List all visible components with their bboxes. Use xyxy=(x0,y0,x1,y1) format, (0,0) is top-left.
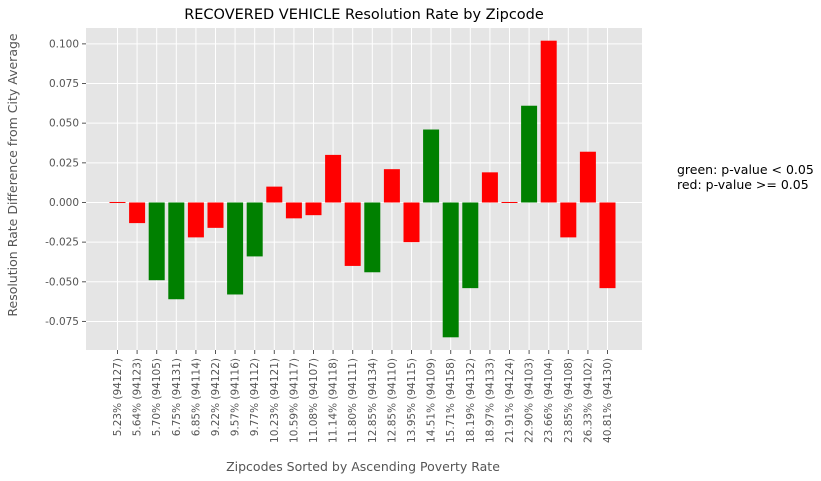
x-tick-label: 26.33% (94102) xyxy=(582,358,594,443)
y-axis-ticks: 0.100 0.075 0.050 0.025 0.000 -0.025 -0.050 -0.… xyxy=(45,38,86,328)
bar xyxy=(246,202,263,257)
bar xyxy=(501,201,518,203)
x-tick-label: 18.97% (94133) xyxy=(484,358,496,443)
bar xyxy=(423,129,440,203)
x-tick-label: 12.85% (94110) xyxy=(386,358,398,443)
x-tick-label: 6.85% (94114) xyxy=(190,358,202,436)
bar xyxy=(521,105,538,203)
bar xyxy=(109,201,126,203)
x-tick-label: 13.95% (94115) xyxy=(406,358,418,443)
x-tick-label: 11.14% (94118) xyxy=(328,358,340,443)
bar xyxy=(344,202,361,266)
y-tick-label: 0.000 xyxy=(49,197,79,209)
x-axis-ticks: 5.23% (94127) 5.64% (94123) 5.70% (94105) 6… xyxy=(112,350,614,443)
bar xyxy=(187,202,204,238)
x-tick-label: 5.64% (94123) xyxy=(132,358,144,436)
bar xyxy=(481,172,498,203)
bar xyxy=(403,202,420,243)
bar xyxy=(442,202,459,338)
y-axis-label: Resolution Rate Difference from City Ave… xyxy=(5,33,20,317)
y-tick-label: 0.100 xyxy=(49,38,79,50)
bar xyxy=(599,202,616,289)
x-tick-label: 9.77% (94112) xyxy=(249,358,261,436)
x-tick-label: 23.66% (94104) xyxy=(543,358,555,443)
bar xyxy=(148,202,165,281)
x-tick-label: 14.51% (94109) xyxy=(426,358,438,443)
x-tick-label: 5.70% (94105) xyxy=(151,358,163,436)
bar xyxy=(579,151,596,203)
bar xyxy=(129,202,146,224)
y-tick-label: 0.075 xyxy=(49,78,79,90)
x-axis-label: Zipcodes Sorted by Ascending Poverty Rat… xyxy=(226,459,500,474)
x-tick-label: 9.57% (94116) xyxy=(230,358,242,436)
bar xyxy=(227,202,244,295)
bar xyxy=(266,186,283,203)
bar xyxy=(168,202,185,300)
significance-note: green: p-value < 0.05 red: p-value >= 0.… xyxy=(677,162,814,192)
y-tick-label: 0.025 xyxy=(49,157,79,169)
bar xyxy=(305,202,322,216)
x-tick-label: 23.85% (94108) xyxy=(563,358,575,443)
chart-title: RECOVERED VEHICLE Resolution Rate by Zip… xyxy=(184,7,544,23)
y-tick-label: -0.025 xyxy=(45,237,79,249)
x-tick-label: 18.19% (94132) xyxy=(465,358,477,443)
y-tick-label: 0.050 xyxy=(49,118,79,130)
note-green: green: p-value < 0.05 xyxy=(677,162,814,177)
x-tick-label: 6.75% (94131) xyxy=(171,358,183,436)
bar xyxy=(364,202,381,273)
x-tick-label: 22.90% (94103) xyxy=(524,358,536,443)
bar xyxy=(285,202,302,219)
x-tick-label: 11.08% (94107) xyxy=(308,358,320,443)
bar xyxy=(462,202,479,289)
bar xyxy=(325,154,342,203)
x-tick-label: 10.59% (94117) xyxy=(288,358,300,443)
note-red: red: p-value >= 0.05 xyxy=(677,177,809,192)
x-tick-label: 5.23% (94127) xyxy=(112,358,124,436)
bar xyxy=(207,202,224,228)
x-tick-label: 10.23% (94121) xyxy=(269,358,281,443)
plot-area xyxy=(86,28,642,350)
bar xyxy=(540,40,557,203)
x-tick-label: 21.91% (94124) xyxy=(504,358,516,443)
x-tick-label: 40.81% (94130) xyxy=(602,358,614,443)
y-tick-label: -0.050 xyxy=(45,276,79,288)
y-tick-label: -0.075 xyxy=(45,316,79,328)
bar xyxy=(383,169,400,203)
bars xyxy=(109,40,616,338)
x-tick-label: 9.22% (94122) xyxy=(210,358,222,436)
x-tick-label: 15.71% (94158) xyxy=(445,358,457,443)
x-tick-label: 11.80% (94111) xyxy=(347,358,359,443)
bar xyxy=(560,202,577,238)
x-tick-label: 12.85% (94134) xyxy=(367,358,379,443)
